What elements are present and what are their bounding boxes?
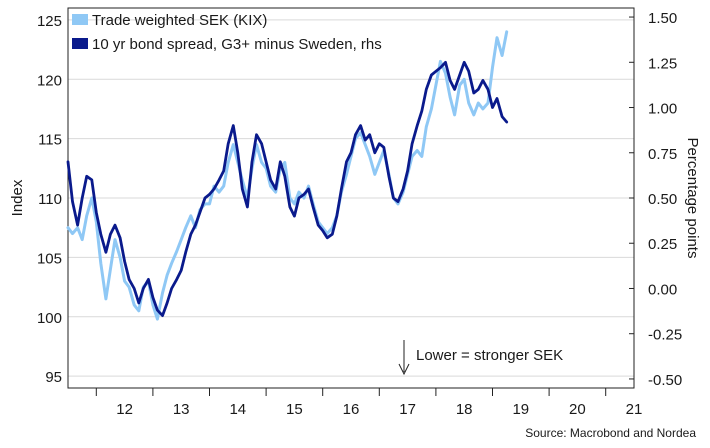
right-tick-1.50: 1.50 <box>648 10 677 27</box>
x-tick-12: 12 <box>116 401 133 418</box>
left-tick-105: 105 <box>37 250 62 267</box>
x-tick-16: 16 <box>343 401 360 418</box>
right-tick--0.50: -0.50 <box>648 372 682 389</box>
source-note: Source: Macrobond and Nordea <box>525 426 696 440</box>
x-tick-15: 15 <box>286 401 303 418</box>
series-line-kix <box>66 30 509 321</box>
x-tick-17: 17 <box>399 401 416 418</box>
legend-swatch-kix <box>72 14 88 25</box>
gridlines <box>68 19 634 377</box>
x-tick-19: 19 <box>512 401 529 418</box>
left-tick-95: 95 <box>45 369 62 386</box>
right-tick-0.75: 0.75 <box>648 146 677 163</box>
legend-label-spread: 10 yr bond spread, G3+ minus Sweden, rhs <box>92 36 382 53</box>
left-y-axis: 95 100 105 110 115 120 125 <box>37 13 62 386</box>
x-tick-14: 14 <box>229 401 246 418</box>
x-tick-20: 20 <box>569 401 586 418</box>
legend-label-kix: Trade weighted SEK (KIX) <box>92 12 267 29</box>
left-axis-title: Index <box>9 179 26 216</box>
series-line-bond-spread <box>66 60 509 318</box>
x-tick-13: 13 <box>173 401 190 418</box>
legend-swatch-spread <box>72 38 88 49</box>
left-tick-125: 125 <box>37 13 62 30</box>
left-tick-100: 100 <box>37 310 62 327</box>
x-axis: 12 13 14 15 16 17 18 19 20 21 <box>95 388 643 418</box>
right-tick-0.25: 0.25 <box>648 236 677 253</box>
left-tick-115: 115 <box>38 132 62 149</box>
legend: Trade weighted SEK (KIX) 10 yr bond spre… <box>72 12 382 53</box>
right-tick-1.25: 1.25 <box>648 55 677 72</box>
right-axis-title: Percentage points <box>684 138 701 259</box>
series-layer <box>66 30 509 321</box>
annotation: Lower = stronger SEK <box>398 340 563 376</box>
left-tick-120: 120 <box>37 72 62 89</box>
x-tick-18: 18 <box>456 401 473 418</box>
right-tick-1.00: 1.00 <box>648 101 677 118</box>
annotation-arrow-head <box>398 363 410 376</box>
left-tick-110: 110 <box>38 191 62 208</box>
right-tick-0.50: 0.50 <box>648 191 677 208</box>
right-tick-0.00: 0.00 <box>648 281 677 298</box>
x-tick-21: 21 <box>626 401 643 418</box>
annotation-text: Lower = stronger SEK <box>416 347 563 364</box>
right-y-axis: -0.50 -0.25 0.00 0.25 0.50 0.75 1.00 1.25 1.50 <box>629 10 682 389</box>
right-tick--0.25: -0.25 <box>648 327 682 344</box>
